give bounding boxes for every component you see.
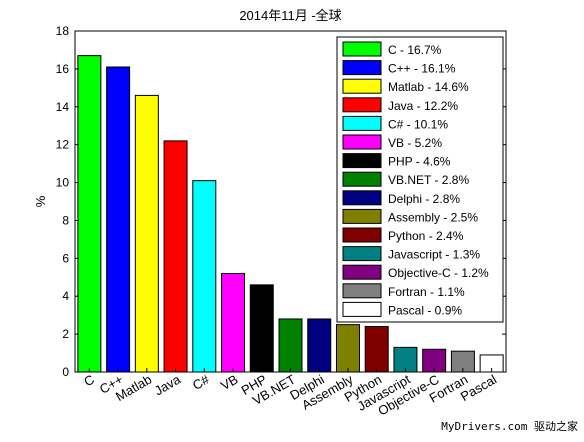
legend-swatch	[342, 264, 382, 280]
legend-entry: Objective-C - 1.2%	[388, 266, 489, 280]
bar-python	[364, 326, 389, 373]
bar-java	[163, 140, 188, 373]
y-tick-label: 4	[62, 289, 69, 303]
y-tick-label: 18	[56, 24, 70, 38]
legend-entry: VB - 5.2%	[388, 136, 442, 150]
watermark: MyDrivers.com 驱动之家	[441, 420, 578, 433]
y-tick-label: 10	[56, 176, 70, 190]
legend-entry: Assembly - 2.5%	[388, 210, 478, 224]
legend-swatch	[342, 97, 382, 113]
x-tick-label: Java	[152, 371, 184, 398]
legend-swatch	[342, 134, 382, 150]
legend-swatch	[342, 115, 382, 131]
x-tick-label: C#	[190, 371, 213, 393]
y-tick-label: 6	[62, 251, 69, 265]
bar-vb	[221, 272, 246, 373]
legend-entry: Fortran - 1.1%	[388, 285, 465, 299]
y-axis-label: %	[33, 195, 48, 207]
y-tick-label: 0	[62, 365, 69, 379]
y-tick-label: 8	[62, 213, 69, 227]
bar-delphi	[307, 318, 332, 373]
legend-swatch	[342, 78, 382, 94]
legend-swatch	[342, 208, 382, 224]
chart-title: 2014年11月 -全球	[239, 8, 341, 23]
legend-swatch	[342, 171, 382, 187]
legend-entry: Javascript - 1.3%	[388, 248, 480, 262]
bars-group	[77, 55, 504, 373]
bar-php	[249, 284, 274, 373]
bar-assembly	[335, 324, 360, 373]
legend-entry: Delphi - 2.8%	[388, 192, 460, 206]
legend-entry: C - 16.7%	[388, 43, 442, 57]
y-tick-label: 2	[62, 327, 69, 341]
bar-c-	[106, 66, 131, 373]
legend-entry: Pascal - 0.9%	[388, 303, 462, 317]
legend-swatch	[342, 301, 382, 317]
legend-swatch	[342, 153, 382, 169]
legend-entry: C# - 10.1%	[388, 117, 448, 131]
legend: C - 16.7% C++ - 16.1% Matlab - 14.6% Java -…	[336, 36, 504, 323]
bar-c-	[192, 180, 217, 373]
x-tick-label: C	[81, 372, 97, 390]
x-tick-label: VB	[218, 372, 241, 394]
y-tick-label: 16	[56, 62, 70, 76]
y-tick-label: 14	[56, 100, 70, 114]
legend-swatch	[342, 283, 382, 299]
y-tick-label: 12	[56, 138, 70, 152]
legend-entry: Java - 12.2%	[388, 99, 458, 113]
legend-swatch	[342, 190, 382, 206]
legend-swatch	[342, 246, 382, 262]
legend-entry: Matlab - 14.6%	[388, 80, 469, 94]
bar-c	[77, 55, 102, 373]
legend-swatch	[342, 60, 382, 76]
bar-vb-net	[278, 318, 303, 373]
legend-swatch	[342, 41, 382, 57]
legend-entry: VB.NET - 2.8%	[388, 173, 469, 187]
legend-entry: PHP - 4.6%	[388, 155, 451, 169]
bar-matlab	[134, 94, 159, 373]
y-ticks-group: 0 2 4 6 8 10 12 14 16 18	[56, 24, 506, 379]
legend-entry: Python - 2.4%	[388, 229, 464, 243]
legend-entry: C++ - 16.1%	[388, 62, 456, 76]
legend-swatch	[342, 227, 382, 243]
